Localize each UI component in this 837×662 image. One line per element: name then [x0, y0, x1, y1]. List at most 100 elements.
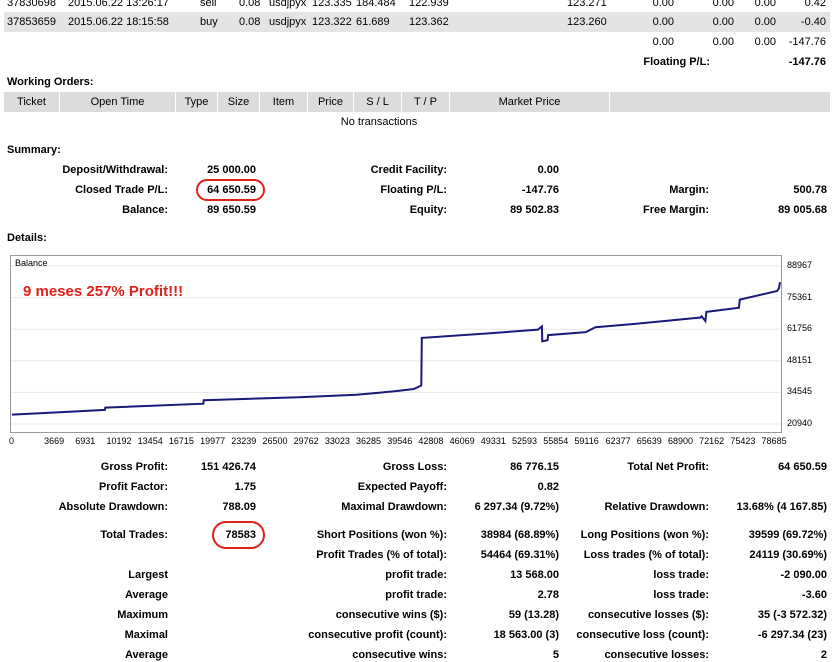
deposit-label: Deposit/Withdrawal: [62, 164, 168, 176]
avg-consecutive-wins-label: consecutive wins: [352, 649, 447, 661]
x-tick-label: 16715 [168, 436, 194, 446]
x-tick-label: 72162 [699, 436, 725, 446]
profit-trades-label: Profit Trades (% of total): [316, 549, 447, 561]
total-trades-highlight [212, 521, 265, 549]
x-tick-label: 13454 [137, 436, 163, 446]
closed-pl-highlight [196, 179, 265, 201]
average-profit-label: profit trade: [385, 589, 447, 601]
ticket-cell: 37830698 [7, 0, 56, 9]
closed-pl-label: Closed Trade P/L: [75, 184, 168, 196]
largest-loss-label: loss trade: [653, 569, 709, 581]
x-tick-label: 33023 [324, 436, 350, 446]
col-market-price[interactable]: Market Price [450, 92, 610, 112]
equity-value: 89 502.83 [510, 204, 559, 216]
maximal-consecutive-loss-label: consecutive loss (count): [576, 629, 709, 641]
swap-cell: 0.00 [754, 16, 776, 28]
gross-profit-value: 151 426.74 [200, 461, 256, 473]
floating-row: Floating P/L: -147.76 [4, 52, 830, 72]
largest-loss-value: -2 090.00 [780, 569, 827, 581]
expected-payoff-value: 0.82 [537, 481, 559, 493]
total-swap: 0.00 [754, 36, 776, 48]
absolute-drawdown-value: 788.09 [222, 501, 256, 513]
col-type[interactable]: Type [176, 92, 218, 112]
expected-payoff-label: Expected Payoff: [357, 481, 447, 493]
max-consecutive-losses-value: 35 (-3 572.32) [757, 609, 827, 621]
total-commission: 0.00 [652, 36, 674, 48]
col-size[interactable]: Size [218, 92, 260, 112]
absolute-drawdown-label: Absolute Drawdown: [58, 501, 168, 513]
credit-value: 0.00 [537, 164, 559, 176]
maximal-drawdown-value: 6 297.34 (9.72%) [474, 501, 559, 513]
short-positions-value: 38984 (68.89%) [480, 529, 559, 541]
col-price[interactable]: Price [308, 92, 354, 112]
x-tick-label: 36285 [356, 436, 382, 446]
chart-annotation: 9 meses 257% Profit!!! [23, 283, 184, 300]
x-tick-label: 10192 [106, 436, 132, 446]
maximal-consecutive-profit-value: 18 563.00 (3) [493, 629, 559, 641]
total-trades-label: Total Trades: [100, 529, 168, 541]
summary-title: Summary: [7, 144, 61, 156]
credit-label: Credit Facility: [370, 164, 447, 176]
relative-drawdown-label: Relative Drawdown: [604, 501, 709, 513]
floating-label: Floating P/L: [643, 56, 710, 68]
type-cell: buy [200, 16, 218, 28]
col-open-time[interactable]: Open Time [60, 92, 176, 112]
loss-trades-label: Loss trades (% of total): [583, 549, 709, 561]
x-tick-label: 39546 [387, 436, 413, 446]
taxes-cell: 0.00 [712, 0, 734, 9]
maximal-drawdown-label: Maximal Drawdown: [341, 501, 447, 513]
position-row: 37830698 2015.06.22 13:26:17 sell 0.08 u… [4, 0, 830, 13]
avg-consecutive-losses-label: consecutive losses: [604, 649, 709, 661]
market-price-cell: 123.271 [567, 0, 607, 9]
balance-label: Balance: [122, 204, 168, 216]
taxes-cell: 0.00 [712, 16, 734, 28]
item-cell: usdjpyx [269, 0, 307, 9]
short-positions-label: Short Positions (won %): [316, 529, 447, 541]
x-tick-label: 55854 [543, 436, 569, 446]
col-tp[interactable]: T / P [402, 92, 450, 112]
x-tick-label: 78685 [761, 436, 787, 446]
long-positions-label: Long Positions (won %): [580, 529, 709, 541]
margin-label: Margin: [669, 184, 709, 196]
largest-profit-value: 13 568.00 [510, 569, 559, 581]
net-profit-label: Total Net Profit: [627, 461, 709, 473]
x-tick-label: 75423 [730, 436, 756, 446]
free-margin-value: 89 005.68 [778, 204, 827, 216]
col-ticket[interactable]: Ticket [4, 92, 60, 112]
maximal-label: Maximal [124, 629, 168, 641]
type-cell: sell [200, 0, 217, 9]
x-tick-label: 29762 [293, 436, 319, 446]
x-tick-label: 65639 [636, 436, 662, 446]
deposit-value: 25 000.00 [207, 164, 256, 176]
total-taxes: 0.00 [712, 36, 734, 48]
maximal-consecutive-profit-label: consecutive profit (count): [308, 629, 447, 641]
y-tick-label: 75361 [787, 291, 813, 302]
open-time-cell: 2015.06.22 13:26:17 [68, 0, 169, 9]
balance-chart: Balance 9 meses 257% Profit!!! [10, 255, 782, 433]
x-tick-label: 52593 [512, 436, 538, 446]
y-tick-label: 48151 [787, 354, 813, 365]
closed-pl-value: 64 650.59 [207, 184, 256, 196]
col-sl[interactable]: S / L [354, 92, 402, 112]
x-tick-label: 0 [9, 436, 15, 446]
x-tick-label: 3669 [44, 436, 65, 446]
profit-factor-value: 1.75 [234, 481, 256, 493]
commission-cell: 0.00 [652, 0, 674, 9]
x-tick-label: 6931 [75, 436, 96, 446]
chart-legend: Balance [15, 258, 48, 268]
largest-label: Largest [128, 569, 168, 581]
average-loss-value: -3.60 [801, 589, 827, 601]
col-item[interactable]: Item [260, 92, 308, 112]
floating-pl-value: -147.76 [521, 184, 559, 196]
total-profit: -147.76 [788, 36, 826, 48]
floating-pl-label: Floating P/L: [380, 184, 447, 196]
x-tick-label: 23239 [231, 436, 257, 446]
net-profit-value: 64 650.59 [778, 461, 827, 473]
x-tick-label: 19977 [200, 436, 226, 446]
profit-cell: 0.42 [804, 0, 826, 9]
tp-cell: 123.362 [409, 16, 449, 28]
max-consecutive-losses-label: consecutive losses ($): [587, 609, 709, 621]
average-profit-value: 2.78 [537, 589, 559, 601]
swap-cell: 0.00 [754, 0, 776, 9]
details-title: Details: [7, 232, 47, 244]
